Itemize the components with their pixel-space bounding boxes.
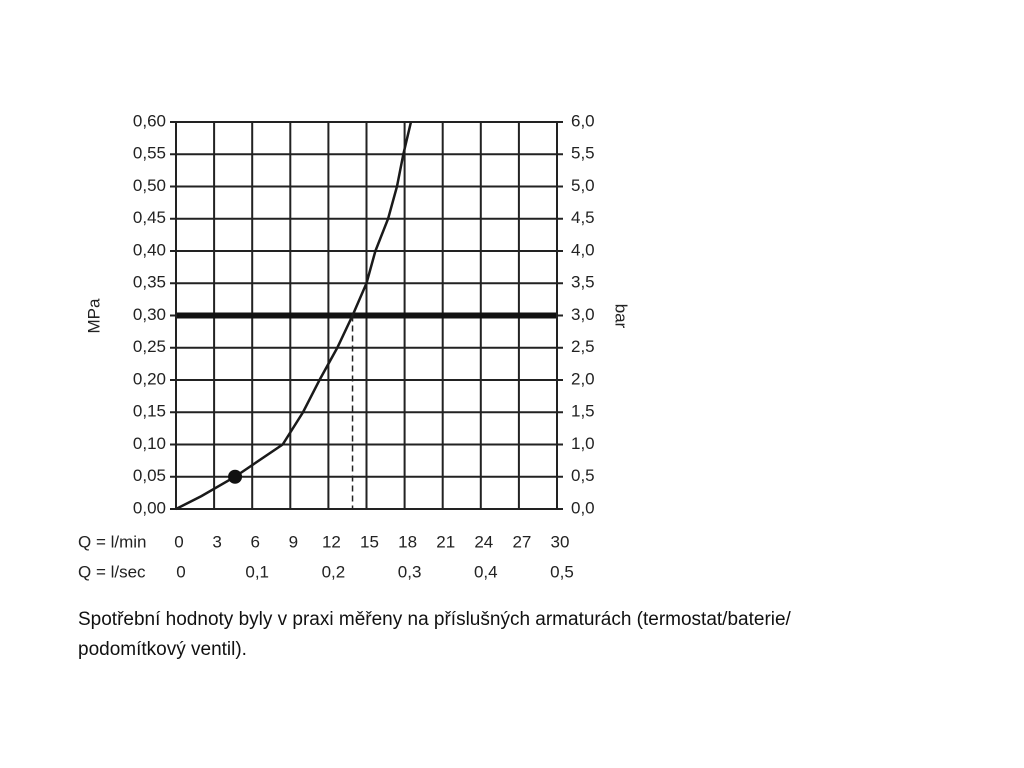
y-tick-label: 0,20 bbox=[133, 369, 166, 388]
x-tick-label: 15 bbox=[360, 532, 379, 551]
y2-tick-label: 3,0 bbox=[571, 305, 595, 324]
curve bbox=[175, 121, 413, 511]
x-tick-label: 30 bbox=[551, 532, 570, 551]
y-tick-label: 0,10 bbox=[133, 434, 166, 453]
y-tick-label: 0,05 bbox=[133, 466, 166, 485]
y2-tick-label: 2,0 bbox=[571, 369, 595, 388]
x-tick-label: 3 bbox=[212, 532, 221, 551]
y-tick-label: 0,60 bbox=[133, 111, 166, 130]
y2-tick-label: 4,5 bbox=[571, 208, 595, 227]
x2-tick-label: 0,3 bbox=[398, 562, 422, 581]
y2-tick-label: 4,0 bbox=[571, 240, 595, 259]
y2-tick-label: 1,5 bbox=[571, 402, 595, 421]
caption-line: podomítkový ventil). bbox=[78, 639, 247, 660]
y-axis-label: MPa bbox=[84, 298, 103, 334]
y-tick-label: 0,45 bbox=[133, 208, 166, 227]
x2-tick-label: 0,4 bbox=[474, 562, 498, 581]
y-tick-label: 0,50 bbox=[133, 176, 166, 195]
caption-line: Spotřební hodnoty byly v praxi měřeny na… bbox=[78, 609, 792, 630]
y-tick-label: 0,00 bbox=[133, 498, 166, 517]
y2-tick-label: 0,0 bbox=[571, 498, 595, 517]
y-tick-label: 0,30 bbox=[133, 305, 166, 324]
y2-tick-label: 2,5 bbox=[571, 337, 595, 356]
y-tick-label: 0,40 bbox=[133, 240, 166, 259]
x-tick-label: 21 bbox=[436, 532, 455, 551]
x-tick-label: 12 bbox=[322, 532, 341, 551]
marker-point bbox=[228, 469, 243, 484]
x-tick-label: 27 bbox=[512, 532, 531, 551]
y-tick-label: 0,35 bbox=[133, 273, 166, 292]
x2-tick-label: 0,5 bbox=[550, 562, 574, 581]
y2-tick-label: 0,5 bbox=[571, 466, 595, 485]
x-tick-label: 18 bbox=[398, 532, 417, 551]
x2-axis-label: Q = l/sec bbox=[78, 562, 146, 581]
y2-axis-label: bar bbox=[612, 304, 631, 329]
x-tick-label: 0 bbox=[174, 532, 183, 551]
x2-tick-label: 0,2 bbox=[322, 562, 346, 581]
x-axis-label: Q = l/min bbox=[78, 532, 147, 551]
y2-tick-label: 5,0 bbox=[571, 176, 595, 195]
x2-tick-label: 0,1 bbox=[245, 562, 269, 581]
y-tick-label: 0,25 bbox=[133, 337, 166, 356]
y2-tick-label: 6,0 bbox=[571, 111, 595, 130]
x2-tick-label: 0 bbox=[176, 562, 185, 581]
y2-tick-label: 3,5 bbox=[571, 273, 595, 292]
x-tick-label: 9 bbox=[289, 532, 298, 551]
y2-tick-label: 5,5 bbox=[571, 144, 595, 163]
x-tick-label: 6 bbox=[250, 532, 259, 551]
y2-tick-label: 1,0 bbox=[571, 434, 595, 453]
y-tick-label: 0,55 bbox=[133, 144, 166, 163]
plot-frame bbox=[175, 121, 558, 510]
y-tick-label: 0,15 bbox=[133, 402, 166, 421]
x-tick-label: 24 bbox=[474, 532, 493, 551]
